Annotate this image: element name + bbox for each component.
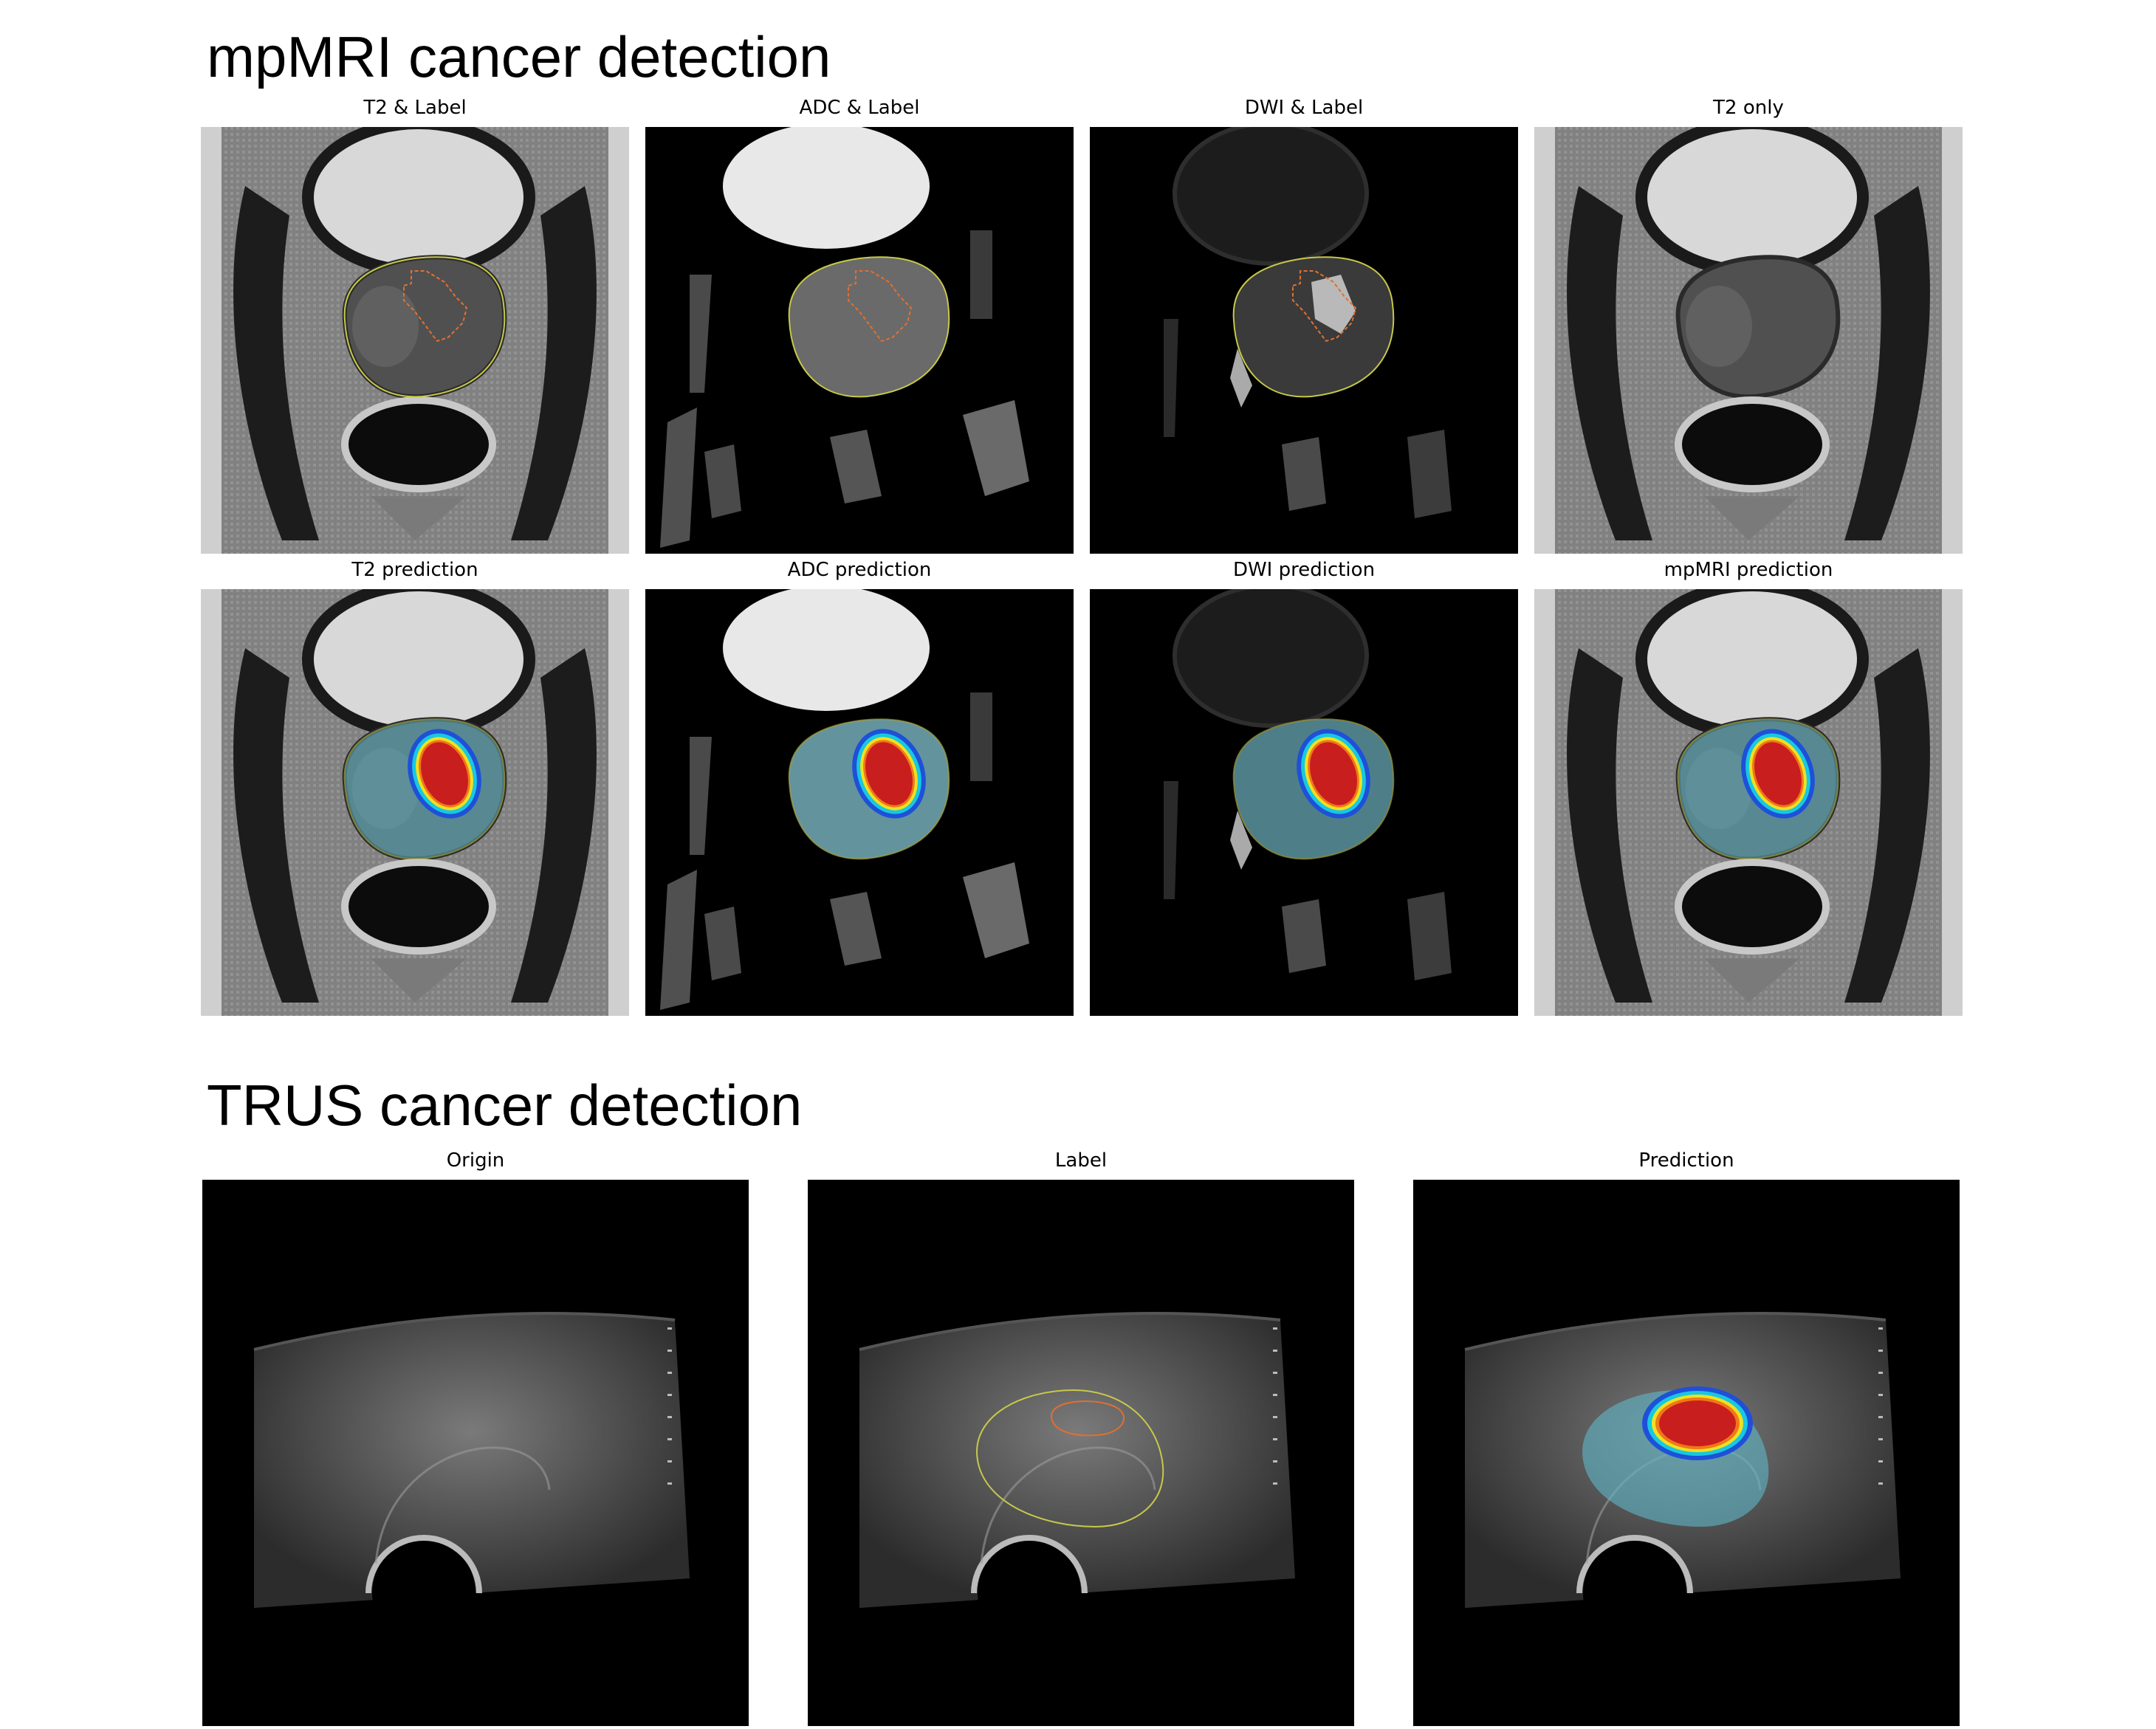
panel-title: T2 & Label	[363, 97, 467, 119]
dwi-prediction-image	[1090, 589, 1518, 1016]
trus-prediction-image	[1413, 1180, 1960, 1726]
panel-title: ADC & Label	[799, 97, 920, 119]
adc-prediction-image	[645, 589, 1074, 1016]
t2-prediction-image	[201, 589, 629, 1016]
panel-t2-only: T2 only	[1534, 96, 1963, 554]
panel-title: T2 only	[1713, 97, 1784, 119]
panel-title: Prediction	[1638, 1149, 1734, 1172]
trus-origin-image	[202, 1180, 749, 1726]
t2-only-image	[1534, 127, 1963, 554]
panel-trus-label: Label	[808, 1149, 1354, 1726]
panel-title: Origin	[446, 1149, 505, 1172]
trus-section-title: TRUS cancer detection	[207, 1073, 803, 1138]
panel-title: DWI & Label	[1244, 97, 1364, 119]
panel-adc-label: ADC & Label	[645, 96, 1074, 554]
mpmri-section-title: mpMRI cancer detection	[207, 24, 831, 89]
adc-label-image	[645, 127, 1074, 554]
trus-label-image	[808, 1180, 1354, 1726]
panel-trus-prediction: Prediction	[1413, 1149, 1960, 1726]
panel-dwi-label: DWI & Label	[1090, 96, 1518, 554]
t2-label-image	[201, 127, 629, 554]
panel-title: Label	[1054, 1149, 1108, 1172]
panel-mpmri-prediction: mpMRI prediction	[1534, 558, 1963, 1016]
dwi-label-image	[1090, 127, 1518, 554]
mpmri-prediction-image	[1534, 589, 1963, 1016]
panel-trus-origin: Origin	[202, 1149, 749, 1726]
panel-title: mpMRI prediction	[1664, 559, 1833, 581]
panel-adc-prediction: ADC prediction	[645, 558, 1074, 1016]
panel-t2-prediction: T2 prediction	[201, 558, 629, 1016]
panel-title: ADC prediction	[787, 559, 932, 581]
panel-title: DWI prediction	[1232, 559, 1376, 581]
panel-t2-label: T2 & Label	[201, 96, 629, 554]
panel-title: T2 prediction	[351, 559, 478, 581]
panel-dwi-prediction: DWI prediction	[1090, 558, 1518, 1016]
